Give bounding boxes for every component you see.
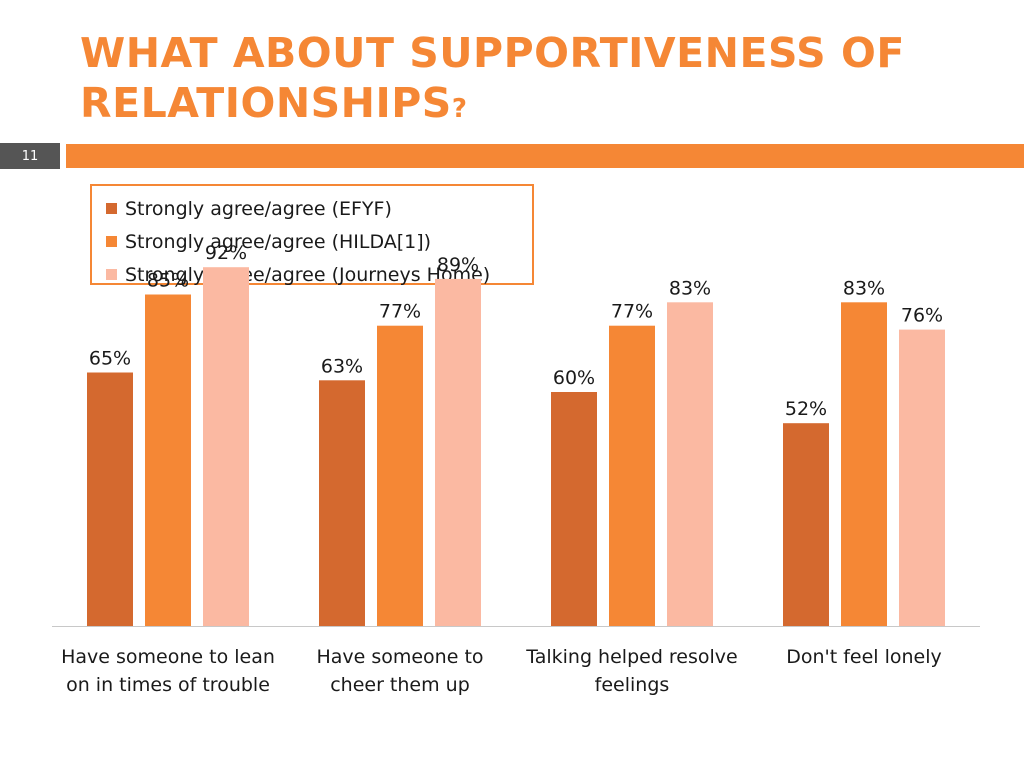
legend-swatch-hilda bbox=[106, 236, 117, 247]
category-label: feelings bbox=[595, 674, 670, 696]
data-label-efyf: 63% bbox=[321, 355, 363, 377]
data-label-journeys-home: 76% bbox=[901, 305, 943, 327]
category-label: Have someone to bbox=[316, 646, 483, 668]
category-label: Talking helped resolve bbox=[525, 646, 738, 668]
bar-efyf bbox=[783, 423, 829, 626]
data-label-hilda: 77% bbox=[379, 301, 421, 323]
bar-efyf bbox=[319, 380, 365, 626]
legend-swatch-journeys-home bbox=[106, 269, 117, 280]
bar-efyf bbox=[87, 372, 133, 626]
bar-hilda bbox=[841, 302, 887, 626]
legend-swatch-efyf bbox=[106, 203, 117, 214]
category-label: on in times of trouble bbox=[66, 674, 270, 696]
category-label: Have someone to lean bbox=[61, 646, 275, 668]
slide-title: WHAT ABOUT SUPPORTIVENESS OF RELATIONSHI… bbox=[80, 28, 980, 134]
data-label-journeys-home: 89% bbox=[437, 254, 479, 276]
bar-hilda bbox=[609, 325, 655, 626]
bar-journeys-home bbox=[203, 267, 249, 626]
data-label-efyf: 65% bbox=[89, 348, 131, 370]
legend-item-hilda: Strongly agree/agree (HILDA[1]) bbox=[106, 225, 532, 258]
legend-label-hilda: Strongly agree/agree (HILDA[1]) bbox=[125, 230, 432, 253]
data-label-hilda: 83% bbox=[843, 277, 885, 299]
legend-label-efyf: Strongly agree/agree (EFYF) bbox=[125, 197, 392, 220]
data-label-efyf: 60% bbox=[553, 367, 595, 389]
title-accent-bar bbox=[66, 144, 1024, 168]
bar-efyf bbox=[551, 392, 597, 626]
data-label-hilda: 77% bbox=[611, 301, 653, 323]
category-label: cheer them up bbox=[330, 674, 470, 696]
bar-hilda bbox=[145, 294, 191, 626]
data-label-efyf: 52% bbox=[785, 398, 827, 420]
data-label-journeys-home: 83% bbox=[669, 277, 711, 299]
data-label-journeys-home: 92% bbox=[205, 242, 247, 264]
slide-title-main: WHAT ABOUT SUPPORTIVENESS OF RELATIONSHI… bbox=[80, 29, 905, 127]
slide-title-suffix: ? bbox=[451, 94, 468, 124]
bar-journeys-home bbox=[435, 278, 481, 626]
bar-journeys-home bbox=[667, 302, 713, 626]
slide-number: 11 bbox=[0, 143, 60, 169]
bar-journeys-home bbox=[899, 329, 945, 626]
data-label-hilda: 85% bbox=[147, 270, 189, 292]
category-label: Don't feel lonely bbox=[786, 646, 942, 668]
bar-hilda bbox=[377, 325, 423, 626]
legend-item-efyf: Strongly agree/agree (EFYF) bbox=[106, 192, 532, 225]
